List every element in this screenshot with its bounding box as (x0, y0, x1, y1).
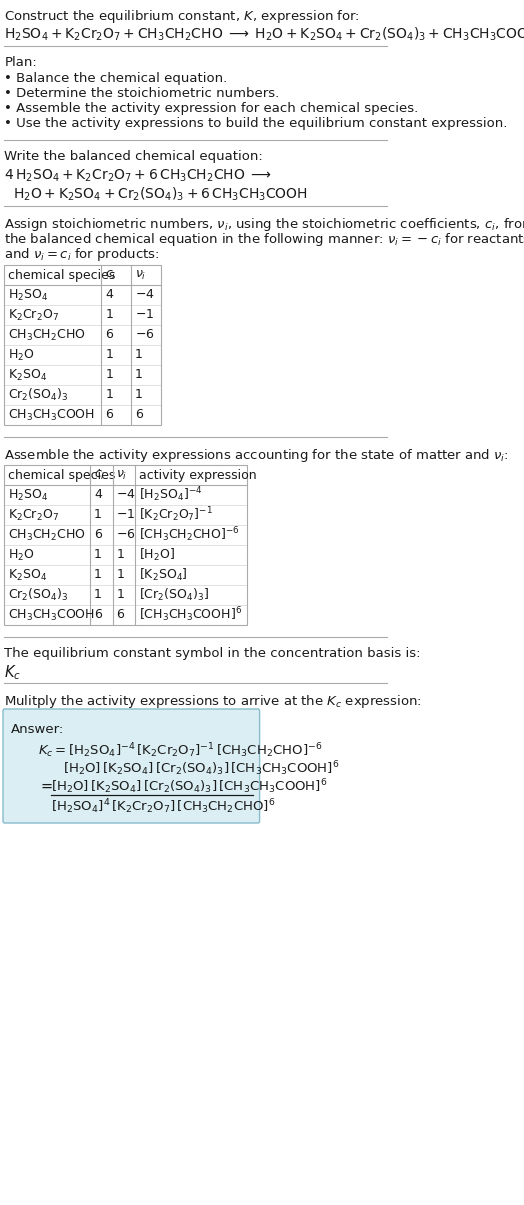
Text: 6: 6 (105, 329, 113, 341)
Text: 1: 1 (94, 509, 102, 522)
Text: $[\mathrm{H_2O}]\,[\mathrm{K_2SO_4}]\,[\mathrm{Cr_2(SO_4)_3}]\,[\mathrm{CH_3CH_3: $[\mathrm{H_2O}]\,[\mathrm{K_2SO_4}]\,[\… (51, 777, 328, 795)
Text: chemical species: chemical species (8, 269, 116, 282)
Text: 1: 1 (116, 569, 124, 582)
Text: $=$: $=$ (38, 777, 53, 793)
Text: 1: 1 (116, 588, 124, 601)
Text: Assemble the activity expressions accounting for the state of matter and $\nu_i$: Assemble the activity expressions accoun… (5, 447, 509, 464)
Text: $\mathrm{H_2O + K_2SO_4 + Cr_2(SO_4)_3 + 6\,CH_3CH_3COOH}$: $\mathrm{H_2O + K_2SO_4 + Cr_2(SO_4)_3 +… (14, 186, 308, 204)
Text: 1: 1 (105, 388, 113, 401)
Text: $\mathrm{CH_3CH_3COOH}$: $\mathrm{CH_3CH_3COOH}$ (8, 407, 95, 423)
Text: $-4$: $-4$ (116, 488, 136, 501)
Text: $\mathrm{H_2O}$: $\mathrm{H_2O}$ (8, 347, 35, 363)
Text: $\mathrm{K_2Cr_2O_7}$: $\mathrm{K_2Cr_2O_7}$ (8, 307, 59, 323)
Text: $4\,\mathrm{H_2SO_4 + K_2Cr_2O_7 + 6\,CH_3CH_2CHO \;\longrightarrow}$: $4\,\mathrm{H_2SO_4 + K_2Cr_2O_7 + 6\,CH… (5, 167, 272, 184)
Text: • Determine the stoichiometric numbers.: • Determine the stoichiometric numbers. (5, 87, 280, 100)
Text: Answer:: Answer: (10, 723, 64, 736)
Text: 6: 6 (105, 408, 113, 422)
Text: 1: 1 (94, 548, 102, 562)
Text: 6: 6 (116, 609, 124, 622)
Text: $\mathrm{H_2SO_4 + K_2Cr_2O_7 + CH_3CH_2CHO \;\longrightarrow\; H_2O + K_2SO_4 +: $\mathrm{H_2SO_4 + K_2Cr_2O_7 + CH_3CH_2… (5, 27, 524, 43)
Text: $\nu_i$: $\nu_i$ (135, 269, 146, 282)
Text: $\mathrm{Cr_2(SO_4)_3}$: $\mathrm{Cr_2(SO_4)_3}$ (8, 387, 69, 402)
Text: $\mathrm{Cr_2(SO_4)_3}$: $\mathrm{Cr_2(SO_4)_3}$ (8, 587, 69, 602)
Text: and $\nu_i = c_i$ for products:: and $\nu_i = c_i$ for products: (5, 246, 160, 263)
Text: $K_c$: $K_c$ (5, 663, 21, 682)
Text: the balanced chemical equation in the following manner: $\nu_i = -c_i$ for react: the balanced chemical equation in the fo… (5, 231, 524, 248)
Text: $\mathrm{K_2SO_4}$: $\mathrm{K_2SO_4}$ (8, 368, 47, 382)
Text: Write the balanced chemical equation:: Write the balanced chemical equation: (5, 149, 263, 163)
Text: • Balance the chemical equation.: • Balance the chemical equation. (5, 72, 228, 86)
Text: $[\mathrm{Cr_2(SO_4)_3}]$: $[\mathrm{Cr_2(SO_4)_3}]$ (139, 587, 209, 602)
Text: Plan:: Plan: (5, 55, 37, 69)
Bar (5, 465, 247, 625)
Text: $[\mathrm{K_2Cr_2O_7}]^{-1}$: $[\mathrm{K_2Cr_2O_7}]^{-1}$ (139, 506, 213, 524)
Text: $c_i$: $c_i$ (105, 269, 116, 282)
Text: 1: 1 (105, 348, 113, 361)
Text: $\mathrm{CH_3CH_3COOH}$: $\mathrm{CH_3CH_3COOH}$ (8, 607, 95, 623)
Text: $\mathrm{K_2SO_4}$: $\mathrm{K_2SO_4}$ (8, 568, 47, 582)
Text: $-1$: $-1$ (135, 308, 154, 322)
Text: $-1$: $-1$ (116, 509, 136, 522)
Text: 6: 6 (135, 408, 143, 422)
Text: 1: 1 (135, 348, 143, 361)
Text: $\mathrm{K_2Cr_2O_7}$: $\mathrm{K_2Cr_2O_7}$ (8, 507, 59, 523)
Text: $[\mathrm{K_2SO_4}]$: $[\mathrm{K_2SO_4}]$ (139, 566, 188, 583)
Text: $[\mathrm{H_2O}]$: $[\mathrm{H_2O}]$ (139, 547, 174, 563)
Text: $\mathrm{H_2SO_4}$: $\mathrm{H_2SO_4}$ (8, 488, 49, 502)
Text: 4: 4 (94, 488, 102, 501)
Text: $[\mathrm{CH_3CH_3COOH}]^6$: $[\mathrm{CH_3CH_3COOH}]^6$ (139, 606, 242, 624)
Text: 1: 1 (94, 588, 102, 601)
Text: 1: 1 (135, 369, 143, 382)
Text: $[\mathrm{H_2SO_4}]^4\,[\mathrm{K_2Cr_2O_7}]\,[\mathrm{CH_3CH_2CHO}]^6$: $[\mathrm{H_2SO_4}]^4\,[\mathrm{K_2Cr_2O… (51, 797, 276, 816)
Text: $\nu_i$: $\nu_i$ (116, 469, 128, 482)
Bar (5, 265, 161, 425)
Text: 6: 6 (94, 529, 102, 541)
Text: The equilibrium constant symbol in the concentration basis is:: The equilibrium constant symbol in the c… (5, 647, 421, 660)
Text: $\mathrm{CH_3CH_2CHO}$: $\mathrm{CH_3CH_2CHO}$ (8, 528, 86, 542)
Text: $-6$: $-6$ (135, 329, 155, 341)
Text: $[\mathrm{H_2SO_4}]^{-4}$: $[\mathrm{H_2SO_4}]^{-4}$ (139, 486, 202, 505)
Text: $\mathrm{CH_3CH_2CHO}$: $\mathrm{CH_3CH_2CHO}$ (8, 328, 86, 342)
Text: 4: 4 (105, 288, 113, 301)
Text: $-4$: $-4$ (135, 288, 155, 301)
Text: • Assemble the activity expression for each chemical species.: • Assemble the activity expression for e… (5, 102, 419, 114)
Text: $[\mathrm{H_2O}]\,[\mathrm{K_2SO_4}]\,[\mathrm{Cr_2(SO_4)_3}]\,[\mathrm{CH_3CH_3: $[\mathrm{H_2O}]\,[\mathrm{K_2SO_4}]\,[\… (63, 759, 339, 777)
Text: Mulitply the activity expressions to arrive at the $K_c$ expression:: Mulitply the activity expressions to arr… (5, 693, 422, 710)
Text: 6: 6 (94, 609, 102, 622)
Text: chemical species: chemical species (8, 469, 116, 482)
Text: $-6$: $-6$ (116, 529, 136, 541)
Text: $K_c = [\mathrm{H_2SO_4}]^{-4}\,[\mathrm{K_2Cr_2O_7}]^{-1}\,[\mathrm{CH_3CH_2CHO: $K_c = [\mathrm{H_2SO_4}]^{-4}\,[\mathrm… (38, 741, 322, 759)
Text: 1: 1 (105, 369, 113, 382)
Text: $\mathrm{H_2O}$: $\mathrm{H_2O}$ (8, 547, 35, 563)
Text: 1: 1 (105, 308, 113, 322)
Text: 1: 1 (135, 388, 143, 401)
Text: $\mathrm{H_2SO_4}$: $\mathrm{H_2SO_4}$ (8, 288, 49, 302)
Text: Assign stoichiometric numbers, $\nu_i$, using the stoichiometric coefficients, $: Assign stoichiometric numbers, $\nu_i$, … (5, 216, 524, 233)
Text: $[\mathrm{CH_3CH_2CHO}]^{-6}$: $[\mathrm{CH_3CH_2CHO}]^{-6}$ (139, 525, 239, 545)
Text: activity expression: activity expression (139, 469, 256, 482)
FancyBboxPatch shape (3, 709, 259, 823)
Text: 1: 1 (116, 548, 124, 562)
Text: $c_i$: $c_i$ (94, 469, 105, 482)
Text: 1: 1 (94, 569, 102, 582)
Text: • Use the activity expressions to build the equilibrium constant expression.: • Use the activity expressions to build … (5, 117, 508, 130)
Text: Construct the equilibrium constant, $K$, expression for:: Construct the equilibrium constant, $K$,… (5, 8, 361, 25)
